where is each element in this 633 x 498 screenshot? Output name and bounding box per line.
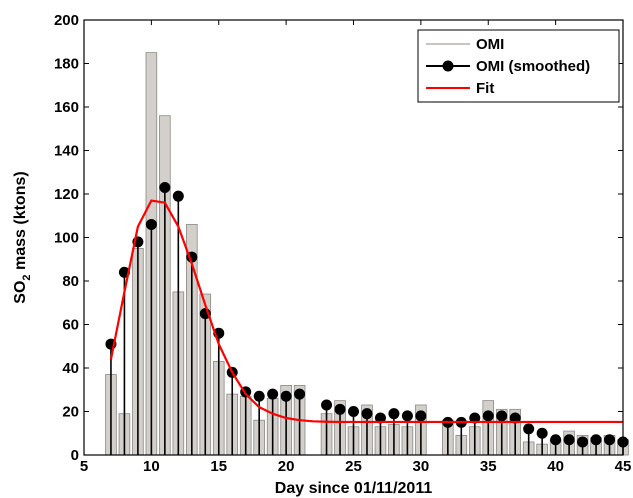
- x-axis-label: Day since 01/11/2011: [275, 480, 433, 497]
- x-tick-label: 5: [80, 458, 88, 475]
- omi-bars: [105, 52, 629, 456]
- x-tick-label: 40: [547, 458, 564, 475]
- y-tick-label: 40: [62, 360, 79, 377]
- smoothed-marker: [469, 412, 481, 424]
- smoothed-marker: [482, 410, 494, 422]
- x-tick-label: 10: [143, 458, 160, 475]
- fit-curve: [109, 199, 623, 424]
- x-tick-label: 45: [615, 458, 632, 475]
- legend: OMI OMI (smoothed) Fit: [417, 29, 620, 103]
- y-tick-label: 100: [54, 230, 79, 247]
- smoothed-marker: [267, 388, 279, 400]
- smoothed-marker: [577, 436, 589, 448]
- x-tick-label: 20: [278, 458, 295, 475]
- smoothed-marker: [401, 410, 413, 422]
- smoothed-marker: [172, 190, 184, 202]
- smoothed-marker: [159, 181, 171, 193]
- axis-ticks: 5 10 15 20 25 30 35 40 45 0 20 40 60 80 100 120 140 160 18…: [54, 12, 631, 475]
- fit-line: [109, 199, 623, 424]
- smoothed-marker: [374, 412, 386, 424]
- x-tick-label: 25: [345, 458, 362, 475]
- x-tick-label: 15: [210, 458, 227, 475]
- smoothed-marker: [536, 427, 548, 439]
- legend-smoothed-label: OMI (smoothed): [476, 58, 590, 75]
- y-tick-label: 0: [71, 447, 79, 464]
- y-tick-label: 200: [54, 12, 79, 29]
- smoothed-marker: [348, 406, 359, 417]
- smoothed-marker: [563, 434, 575, 446]
- x-tick-label: 30: [413, 458, 430, 475]
- omi-smoothed-stems: [105, 181, 629, 455]
- y-axis-label-rest: mass (ktons): [12, 171, 29, 274]
- smoothed-marker: [496, 410, 508, 422]
- y-tick-label: 180: [54, 56, 79, 73]
- smoothed-marker: [294, 388, 306, 400]
- legend-omi-label: OMI: [476, 36, 504, 53]
- legend-fit-label: Fit: [476, 80, 494, 97]
- legend-smoothed-marker: [442, 60, 454, 72]
- y-tick-label: 120: [54, 186, 79, 203]
- y-tick-label: 20: [62, 404, 79, 421]
- smoothed-marker: [321, 399, 333, 411]
- smoothed-marker: [415, 410, 427, 422]
- smoothed-marker: [550, 434, 562, 446]
- smoothed-marker: [604, 434, 616, 446]
- smoothed-marker: [361, 408, 373, 420]
- smoothed-marker: [253, 390, 265, 402]
- y-tick-label: 160: [54, 99, 79, 116]
- smoothed-marker: [523, 423, 535, 435]
- smoothed-marker: [145, 218, 157, 230]
- smoothed-marker: [334, 403, 346, 415]
- y-tick-label: 80: [62, 273, 79, 290]
- y-tick-label: 60: [62, 317, 79, 334]
- y-axis-label-subscript: 2: [21, 274, 33, 280]
- smoothed-marker: [590, 434, 602, 446]
- smoothed-marker: [280, 390, 292, 402]
- y-tick-label: 140: [54, 143, 79, 160]
- smoothed-marker: [509, 412, 521, 424]
- smoothed-marker: [388, 408, 400, 420]
- x-tick-label: 35: [480, 458, 497, 475]
- y-axis-label-main: SO: [12, 281, 29, 304]
- y-axis-label: SO2 mass (ktons): [12, 171, 33, 303]
